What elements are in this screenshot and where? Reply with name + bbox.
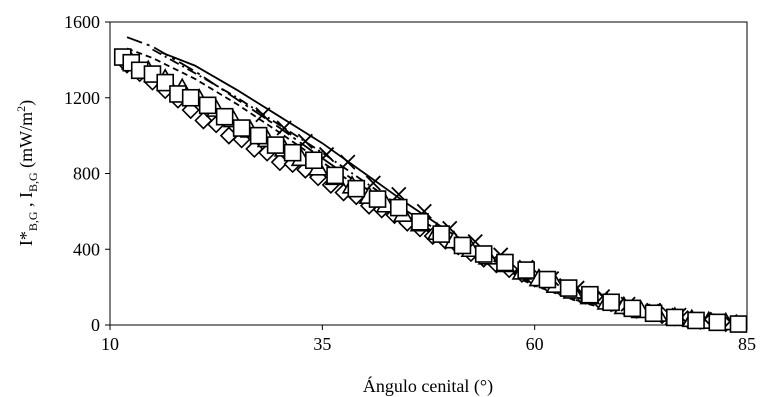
y-tick-label: 400 <box>73 239 100 259</box>
square-marker <box>538 270 557 289</box>
square-marker <box>266 136 285 154</box>
x-tick-label: 35 <box>313 334 331 354</box>
square-marker <box>517 261 535 279</box>
y-axis-ticks: 0 400 800 1200 1600 <box>64 12 110 335</box>
x-marker <box>255 107 271 123</box>
plot-area-frame <box>109 21 748 326</box>
y-axis-title-part: I* <box>16 231 36 246</box>
square-marker <box>432 225 451 243</box>
square-marker <box>198 96 217 115</box>
square-marker <box>666 308 684 327</box>
square-marker <box>623 299 642 318</box>
square-marker <box>283 143 302 162</box>
square-marker <box>232 119 251 137</box>
y-tick-label: 800 <box>73 164 100 184</box>
square-marker <box>453 236 472 255</box>
y-axis-title-sup: 2 <box>14 106 28 112</box>
y-axis-title-sub: B,G <box>26 211 40 231</box>
x-tick-label: 60 <box>526 334 544 354</box>
square-marker <box>181 88 200 107</box>
square-marker <box>496 253 514 272</box>
y-axis-title-part: (mW/m <box>16 112 37 173</box>
square-marker <box>644 304 663 323</box>
square-marker <box>687 311 705 330</box>
y-tick-label: 1200 <box>64 88 100 108</box>
square-marker <box>368 190 387 208</box>
square-marker <box>305 151 323 170</box>
x-axis-ticks: 10 35 60 85 <box>101 325 756 354</box>
y-axis-title-part: , I <box>16 192 36 212</box>
square-marker <box>729 315 748 333</box>
square-marker <box>474 245 493 263</box>
y-axis-title: I*B,G , IB,G (mW/m2) <box>14 100 40 246</box>
square-marker <box>411 212 429 231</box>
square-marker <box>389 198 408 217</box>
square-marker <box>326 166 344 185</box>
y-tick-label: 1600 <box>64 12 100 32</box>
x-tick-label: 85 <box>738 334 756 354</box>
x-tick-label: 10 <box>101 334 119 354</box>
square-marker <box>347 179 366 198</box>
y-axis-title-part: ) <box>16 100 37 106</box>
square-marker <box>708 313 727 332</box>
square-marker <box>602 293 620 312</box>
square-marker <box>249 126 268 145</box>
x-marker <box>365 175 381 191</box>
square-marker <box>581 285 599 304</box>
y-axis-title-sub: B,G <box>26 172 40 192</box>
x-axis-title: Ángulo cenital (°) <box>363 375 493 397</box>
plot-series <box>113 36 748 333</box>
x-marker <box>276 120 292 136</box>
square-marker <box>559 279 578 297</box>
y-tick-label: 0 <box>91 315 100 335</box>
square-marker <box>215 107 234 126</box>
